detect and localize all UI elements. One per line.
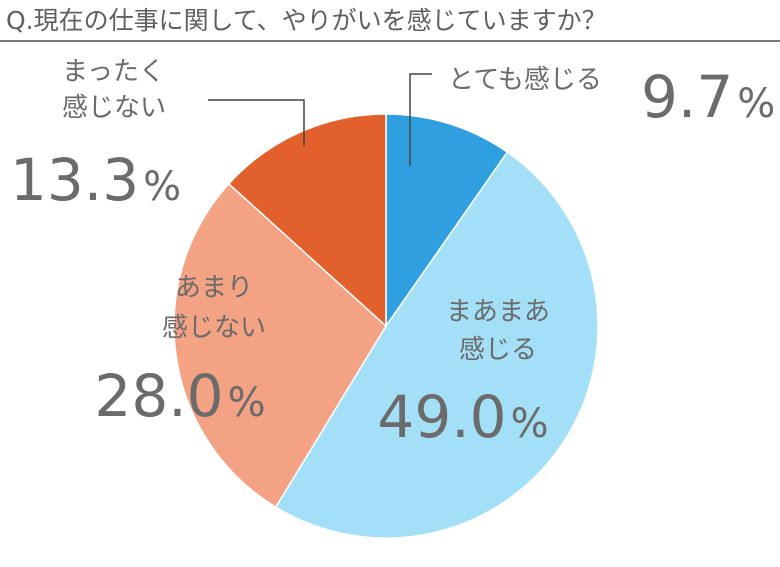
leader-line [409, 73, 432, 166]
slice-category-label: 感じる [459, 335, 537, 365]
pie-slice [173, 182, 387, 509]
slice-category-label: 感じない [162, 313, 266, 343]
pie-slices [173, 113, 599, 539]
leader-line [208, 99, 305, 146]
slice-value-label: 49.0% [377, 383, 548, 451]
slice-category-label: とても感じる [448, 65, 602, 95]
leader-lines [208, 73, 432, 166]
slice-value-unit: % [228, 380, 266, 426]
slice-value-label: 13.3% [10, 146, 181, 214]
slice-category-label: まったく [62, 57, 165, 87]
question-title: Q.現在の仕事に関して、やりがいを感じていますか？ [6, 6, 607, 35]
title-underline [0, 40, 780, 42]
slice-category-label: まあまあ [446, 297, 550, 327]
slice-value-number: 28.0 [94, 362, 223, 430]
slice-value-unit: % [511, 401, 549, 447]
slice-category-label: 感じない [62, 93, 166, 123]
pie-slice [385, 113, 509, 329]
pie-slice [227, 113, 387, 328]
slice-value-label: 28.0% [94, 362, 265, 430]
slice-value-unit: % [737, 81, 775, 127]
slice-value-number: 13.3 [10, 146, 139, 214]
slice-value-unit: % [143, 164, 181, 210]
slice-value-label: 9.7% [641, 63, 775, 131]
slice-category-label: あまり [175, 273, 253, 303]
slice-value-number: 49.0 [377, 383, 506, 451]
slice-value-number: 9.7 [641, 63, 733, 131]
pie-slice [274, 151, 599, 539]
